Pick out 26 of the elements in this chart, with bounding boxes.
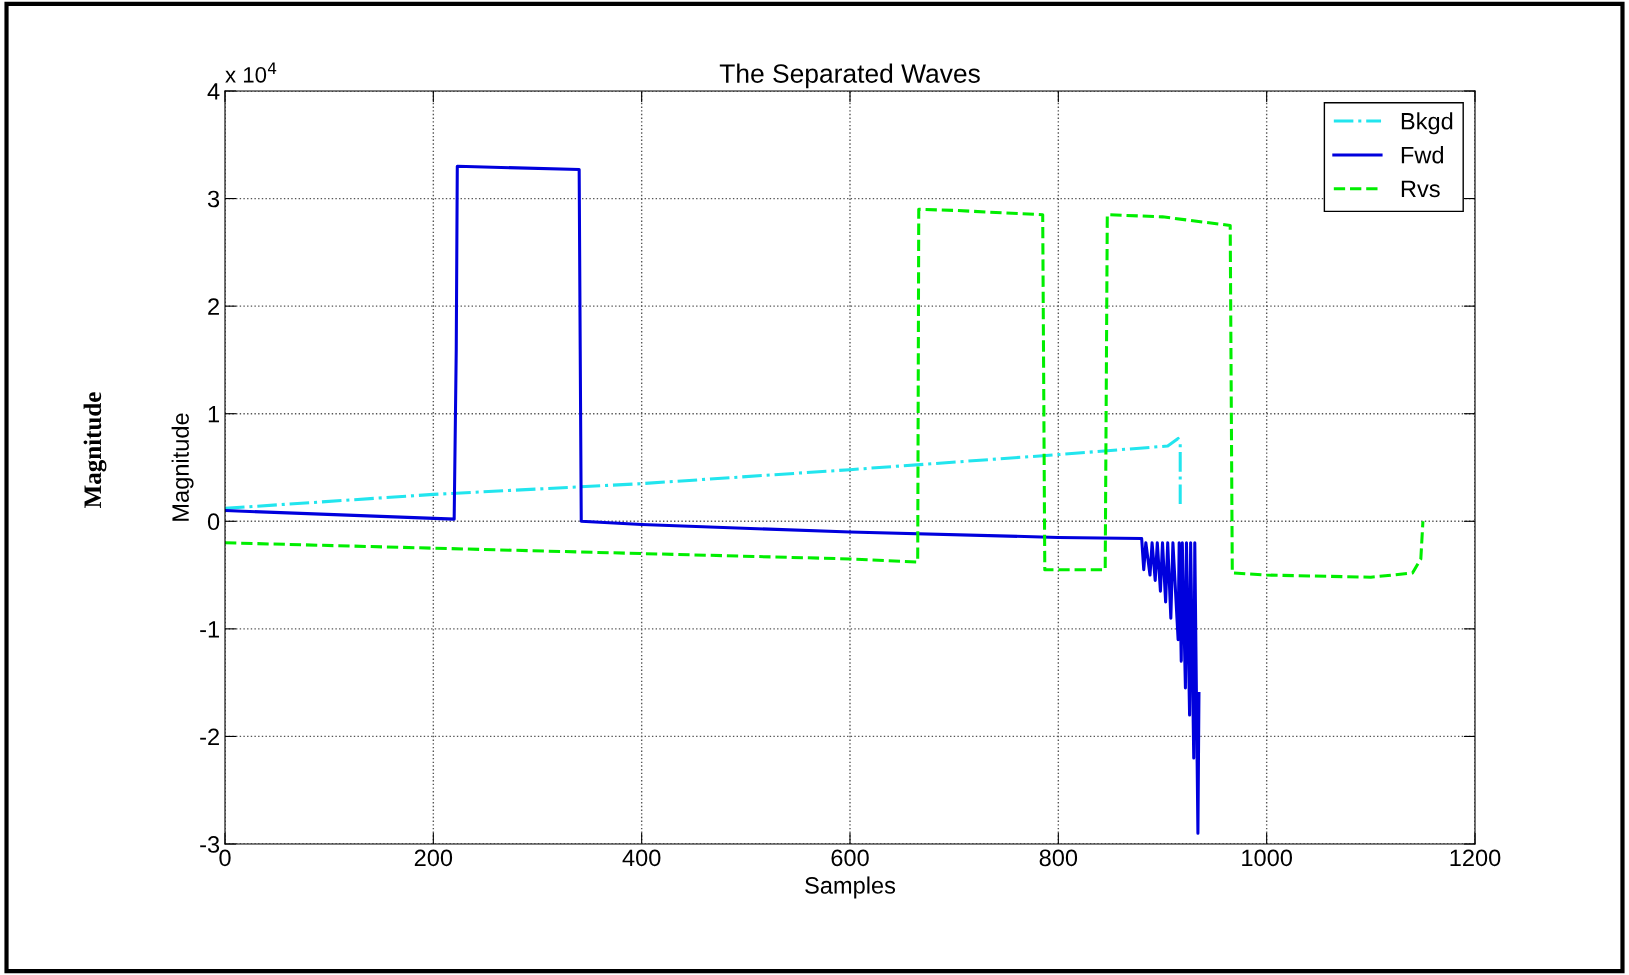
x-axis-title: Samples: [805, 876, 896, 899]
legend-label: Bkgd: [1401, 112, 1453, 135]
y-axis-title: Magnitude: [171, 413, 194, 521]
line-series: [225, 164, 1201, 835]
text: x 10$^{4}$: [225, 62, 277, 83]
y-tick-label: 1: [208, 406, 219, 423]
x-tick-label: 600: [831, 849, 869, 867]
x-tick-label: 1200: [1450, 849, 1501, 867]
x-tick-label: 0: [219, 849, 231, 867]
x-tick-label: 400: [622, 849, 661, 867]
legend-label: Fwd: [1401, 146, 1444, 164]
y-tick-label: -2: [200, 728, 219, 745]
x-tick-label: 1000: [1242, 849, 1293, 867]
y-tick-label: 0: [207, 513, 220, 531]
line-series: [225, 207, 1425, 579]
x-tick-label: 800: [1039, 849, 1078, 867]
y-tick-label: -1: [200, 621, 219, 638]
text: Magnitude: [83, 392, 107, 508]
legend-label: Rvs: [1401, 180, 1440, 198]
y-tick-label: -3: [200, 836, 220, 853]
chart-title: The Separated Waves: [719, 63, 980, 89]
line-series: [225, 436, 1182, 510]
y-tick-label: 3: [207, 190, 220, 208]
x-tick-label: 200: [414, 849, 453, 867]
y-tick-label: 4: [207, 83, 220, 100]
y-tick-label: 2: [208, 298, 219, 315]
